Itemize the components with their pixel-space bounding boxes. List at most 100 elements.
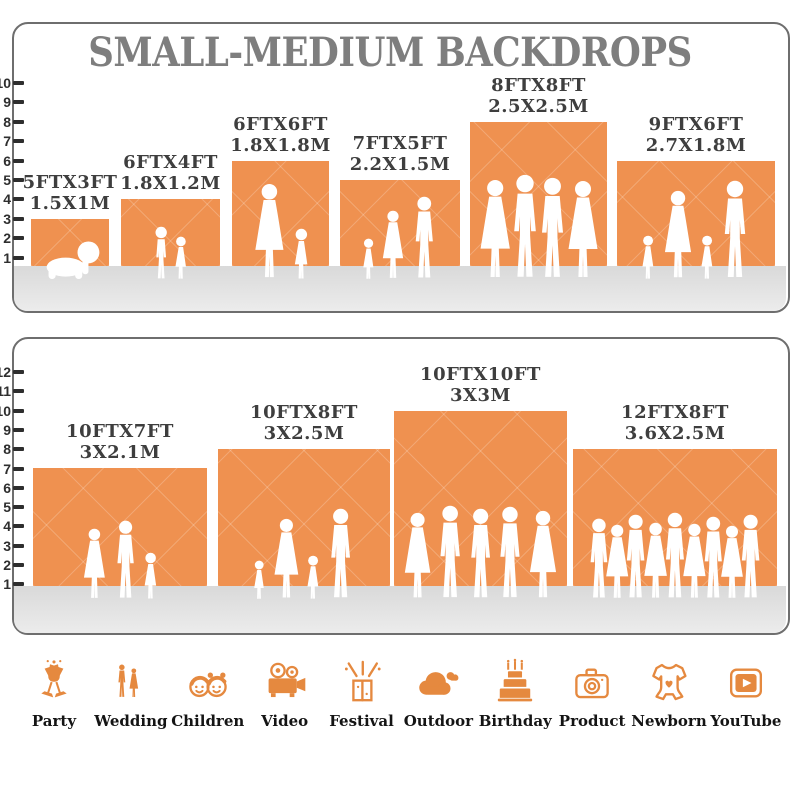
festival-icon [344, 660, 381, 702]
girl-silhouette [252, 560, 266, 600]
ruler-tick [13, 255, 24, 260]
man-silhouette [465, 508, 496, 600]
party-icon [41, 660, 67, 698]
girl-silhouette [361, 238, 376, 280]
ruler-tick [13, 81, 24, 85]
category-label: Product [558, 712, 626, 730]
people-silhouettes [617, 180, 775, 280]
backdrop-bar [218, 449, 390, 586]
wedding-icon [118, 664, 138, 697]
ruler-tick [13, 178, 24, 182]
people-silhouettes [340, 196, 460, 280]
ruler-tick [13, 139, 24, 144]
ruler-tick [13, 408, 24, 413]
category-birthday: Birthday [477, 658, 553, 730]
backdrop-size-label: 8FTX8FT 2.5X2.5M [488, 75, 589, 117]
woman-silhouette [80, 528, 109, 600]
ruler-number: 6 [3, 479, 11, 496]
backdrop-ft-label: 10FTX7FT [66, 421, 174, 442]
ruler-number: 1 [3, 249, 11, 266]
backdrop-bar [121, 199, 220, 266]
backdrop-ft-label: 12FTX8FT [621, 402, 729, 423]
category-youtube: YouTube [708, 658, 784, 730]
backdrop-size-label: 9FTX6FT 2.7X1.8M [646, 114, 747, 156]
ruler-number: 6 [3, 152, 11, 169]
ruler-number: 4 [3, 191, 11, 208]
woman-silhouette [270, 518, 303, 600]
backdrop-m-label: 2.2X1.5M [349, 154, 451, 175]
outdoor-icon [419, 672, 459, 695]
ruler-tick [13, 543, 24, 548]
category-label: Party [31, 712, 77, 730]
man-silhouette [325, 508, 356, 600]
ruler-number: 5 [3, 499, 11, 516]
backdrop-m-label: 3X2.5M [263, 423, 345, 444]
backdrop-ft-label: 9FTX6FT [648, 114, 744, 135]
ruler-tick [13, 119, 24, 124]
ruler-tick [13, 466, 24, 471]
backdrop-size-label: 5FTX3FT 1.5X1M [23, 172, 118, 214]
newborn-icon [652, 663, 687, 701]
man-silhouette [112, 520, 139, 600]
people-silhouettes [33, 520, 207, 600]
backdrop-bar [617, 161, 775, 266]
backdrop-ft-label: 10FTX8FT [250, 402, 358, 423]
ruler-tick [13, 158, 24, 163]
category-label: Children [171, 712, 245, 730]
ruler-number: 8 [3, 113, 11, 130]
girl-silhouette [292, 228, 311, 280]
ruler-number: 1 [3, 576, 11, 593]
youtube-icon [729, 668, 762, 698]
backdrop-size-label: 10FTX8FT 3X2.5M [250, 402, 358, 444]
ruler-tick [13, 582, 24, 587]
ruler-number: 5 [3, 172, 11, 188]
backdrop-size-label: 10FTX10FT 3X3M [420, 364, 541, 406]
baby-silhouette [40, 240, 101, 280]
category-children: Children [170, 658, 246, 730]
category-party: Party [16, 658, 92, 730]
ruler-tick [13, 505, 24, 510]
category-wedding: Wedding [93, 658, 169, 730]
girl-silhouette [640, 235, 656, 280]
ruler-number: 9 [3, 94, 11, 111]
ruler-tick [13, 216, 24, 221]
girl-silhouette [173, 236, 189, 280]
birthday-icon [498, 658, 533, 702]
category-label: YouTube [710, 712, 782, 730]
woman-silhouette [525, 510, 561, 600]
ruler-number: 10 [0, 75, 11, 91]
woman-silhouette [250, 183, 289, 280]
backdrop-m-label: 3.6X2.5M [624, 423, 726, 444]
ruler-tick [13, 100, 24, 105]
woman-silhouette [400, 512, 435, 600]
people-silhouettes [121, 226, 220, 280]
backdrop-ft-label: 6FTX4FT [123, 152, 218, 173]
girl-silhouette [142, 552, 159, 600]
backdrop-size-label: 6FTX6FT 1.8X1.8M [230, 114, 331, 156]
backdrop-ft-label: 10FTX10FT [420, 364, 541, 385]
page-title: SMALL-MEDIUM BACKDROPS [88, 28, 692, 76]
backdrop-m-label: 2.5X2.5M [488, 96, 589, 117]
people-silhouettes [232, 183, 329, 280]
man-silhouette [410, 196, 439, 280]
backdrop-m-label: 1.5X1M [29, 193, 111, 214]
woman-silhouette [660, 190, 696, 280]
top-panel-floor [14, 266, 786, 311]
ruler-number: 12 [0, 364, 11, 380]
ruler-number: 7 [3, 460, 11, 477]
backdrop-size-label: 10FTX7FT 3X2.1M [66, 421, 174, 463]
backdrop-m-label: 3X3M [450, 385, 511, 406]
ruler-tick [13, 485, 24, 490]
ruler-number: 7 [3, 133, 11, 150]
category-label: Newborn [631, 712, 707, 730]
children-icon [189, 672, 227, 698]
backdrop-m-label: 1.8X1.8M [230, 135, 331, 156]
backdrop-m-label: 1.8X1.2M [120, 173, 221, 194]
people-silhouettes [470, 174, 607, 280]
backdrop-m-label: 2.7X1.8M [645, 135, 747, 156]
category-label: Birthday [478, 712, 552, 730]
category-festival: Festival [324, 658, 400, 730]
man-silhouette [736, 514, 765, 600]
backdrop-ft-label: 7FTX5FT [352, 133, 448, 154]
